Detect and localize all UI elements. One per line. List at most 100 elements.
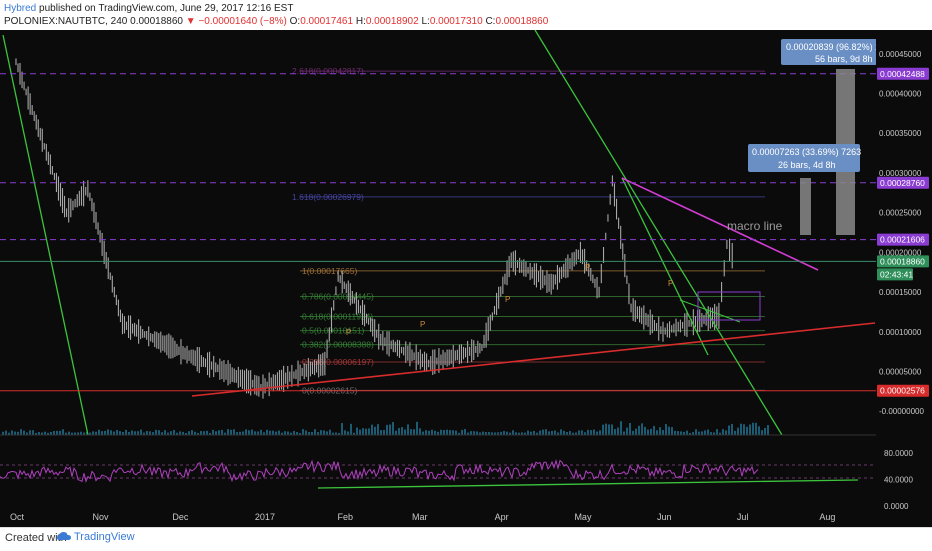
- measure-rect-short[interactable]: [800, 178, 811, 235]
- volume-bar: [602, 424, 604, 435]
- volume-bar: [209, 432, 211, 435]
- volume-bar: [632, 430, 634, 435]
- time-tick-label: Apr: [495, 512, 509, 522]
- volume-bar: [269, 430, 271, 435]
- chart-canvas[interactable]: 2.618(0.00042817) 1.618(0.00026979) 1(0.00…: [0, 30, 932, 527]
- volume-bar: [593, 429, 595, 435]
- volume-bar: [743, 424, 745, 435]
- volume-bar: [692, 432, 694, 435]
- volume-bar: [107, 429, 109, 435]
- volume-bar: [518, 432, 520, 435]
- time-tick-label: Nov: [93, 512, 110, 522]
- volume-bar: [353, 432, 355, 435]
- macro-trendline[interactable]: [621, 177, 819, 271]
- publish-text: published on TradingView.com, June 29, 2…: [39, 3, 294, 14]
- rsi-tick-label: 40.0000: [884, 476, 913, 485]
- volume-bar: [509, 432, 511, 435]
- open-label: O:: [289, 16, 301, 27]
- volume-bar: [494, 432, 496, 435]
- fib-level-label: 2.618(0.00042817): [292, 66, 364, 76]
- green-trendline-long[interactable]: [534, 30, 783, 436]
- volume-bar: [101, 431, 103, 435]
- open-value: 0.00017461: [300, 16, 354, 27]
- price-tag-bg: [877, 67, 929, 80]
- volume-bar: [314, 429, 316, 435]
- volume-bar: [176, 432, 178, 435]
- price-tick-label: 0.00005000: [879, 367, 922, 376]
- volume-bar: [191, 430, 193, 435]
- time-axis-labels: Oct Nov Dec 2017 Feb Mar Apr May Jun Jul Aug: [10, 512, 835, 522]
- volume-bar: [14, 431, 16, 435]
- time-tick-label: Oct: [10, 512, 25, 522]
- price-tick-label: 0.00035000: [879, 129, 922, 138]
- volume-bar: [395, 430, 397, 435]
- volume-bar: [605, 423, 607, 435]
- price-tick-label: 0.00010000: [879, 328, 922, 337]
- volume-bar: [347, 431, 349, 435]
- price-tag-bg: [877, 255, 929, 268]
- volume-bar: [683, 431, 685, 435]
- volume-bar: [662, 430, 664, 435]
- volume-bar: [497, 432, 499, 435]
- volume-bar: [371, 424, 373, 435]
- volume-bar: [578, 430, 580, 435]
- green-trendline-left[interactable]: [2, 34, 89, 436]
- volume-bar: [701, 431, 703, 435]
- volume-bar: [320, 430, 322, 435]
- volume-bar: [557, 432, 559, 435]
- rsi-trendline[interactable]: [317, 479, 859, 489]
- time-axis[interactable]: [0, 506, 876, 527]
- green-trendline-short[interactable]: [621, 177, 709, 356]
- price-tick-label: 0.00025000: [879, 209, 922, 218]
- volume-bar: [695, 429, 697, 435]
- volume-bar: [119, 431, 121, 435]
- consolidation-box[interactable]: [697, 291, 761, 321]
- volume-bar: [113, 431, 115, 435]
- volume-bar: [536, 432, 538, 435]
- green-trendline-wedge[interactable]: [679, 299, 741, 323]
- volume-bar: [149, 431, 151, 435]
- volume-bar: [524, 432, 526, 435]
- volume-bar: [431, 429, 433, 435]
- volume-bar: [614, 429, 616, 435]
- volume-bar: [665, 424, 667, 435]
- measure-box-short[interactable]: 0.00007263 (33.69%) 7263 26 bars, 4d 8h: [748, 144, 861, 172]
- volume-bar: [581, 430, 583, 435]
- volume-bar: [428, 430, 430, 435]
- volume-bar: [8, 432, 10, 435]
- tradingview-logo[interactable]: TradingView: [57, 531, 135, 543]
- volume-bar: [551, 430, 553, 435]
- volume-bar: [143, 432, 145, 435]
- author-link[interactable]: Hybred: [4, 3, 37, 14]
- macro-line-label: macro line: [727, 219, 783, 233]
- volume-bar: [404, 429, 406, 435]
- measure-box-long[interactable]: 0.00020839 (96.82%) 2 56 bars, 9d 8h: [781, 39, 880, 65]
- volume-bar: [110, 430, 112, 435]
- volume-bar: [464, 429, 466, 435]
- volume-bar: [398, 427, 400, 435]
- cloud-icon: [57, 532, 71, 540]
- low-label: L:: [421, 16, 430, 27]
- red-support-line[interactable]: [191, 322, 876, 397]
- volume-bar: [521, 432, 523, 435]
- volume-bar: [656, 430, 658, 435]
- price-lines: [0, 73, 876, 392]
- volume-bar: [689, 432, 691, 435]
- chart-header: Hybred published on TradingView.com, Jun…: [0, 0, 932, 30]
- volume-bar: [515, 432, 517, 435]
- volume-bar: [377, 424, 379, 435]
- volume-bar: [296, 432, 298, 435]
- price-change: −0.00001640 (−8%): [198, 16, 287, 27]
- price-tag-label: 0.00002576: [880, 386, 925, 396]
- volume-bar: [200, 431, 202, 435]
- volume-bar: [281, 432, 283, 435]
- price-tag-label: 0.00018860: [880, 256, 925, 266]
- volume-bar: [590, 430, 592, 435]
- volume-bar: [251, 429, 253, 435]
- volume-bar: [104, 430, 106, 435]
- time-tick-label: Feb: [337, 512, 353, 522]
- volume-bar: [734, 430, 736, 435]
- volume-bar: [467, 432, 469, 435]
- measure-box-short-bg: [748, 144, 860, 172]
- volume-bar: [32, 430, 34, 435]
